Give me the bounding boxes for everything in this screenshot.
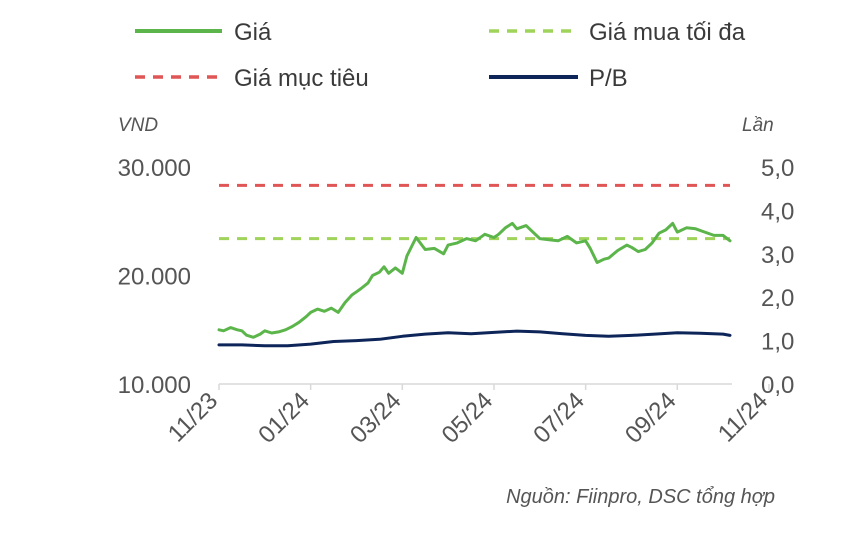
x-tick-label: 09/24 [620, 387, 682, 449]
legend-label-target: Giá mục tiêu [234, 65, 369, 92]
legend-label-pb: P/B [589, 65, 628, 92]
right-axis-unit: Lần [742, 115, 774, 136]
x-axis-tick-marks [218, 384, 770, 390]
right-tick-label: 5,0 [761, 155, 794, 182]
left-tick-label: 10.000 [118, 372, 191, 399]
left-tick-label: 30.000 [118, 155, 191, 182]
right-tick-label: 1,0 [761, 329, 794, 356]
source-note: Nguồn: Fiinpro, DSC tổng hợp [506, 486, 775, 508]
right-tick-label: 4,0 [761, 198, 794, 225]
legend-label-max-buy: Giá mua tối đa [589, 19, 746, 46]
series-line-pb [217, 329, 732, 348]
series-line-price [217, 221, 732, 339]
legend-label-price: Giá [234, 19, 272, 46]
x-tick-label: 07/24 [528, 387, 590, 449]
x-tick-label: 05/24 [437, 387, 499, 449]
left-tick-label: 20.000 [118, 264, 191, 291]
x-tick-label: 03/24 [345, 387, 407, 449]
left-axis-unit: VND [118, 115, 158, 136]
left-axis-ticks: 10.000 20.000 30.000 [118, 155, 191, 399]
x-axis-ticks: 11/23 01/24 03/24 05/24 07/24 09/24 11/24 [163, 387, 773, 449]
x-tick-label: 01/24 [253, 387, 315, 449]
right-tick-label: 0,0 [761, 372, 794, 399]
right-axis-ticks: 0,0 1,0 2,0 3,0 4,0 5,0 [761, 155, 794, 399]
legend: Giá Giá mua tối đa Giá mục tiêu P/B [135, 19, 746, 92]
series-layer [217, 183, 732, 348]
right-tick-label: 2,0 [761, 285, 794, 312]
right-tick-label: 3,0 [761, 242, 794, 269]
